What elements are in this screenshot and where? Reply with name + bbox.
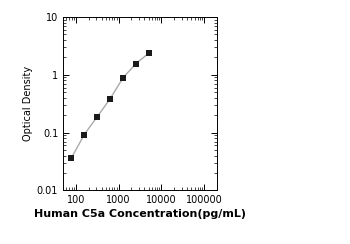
X-axis label: Human C5a Concentration(pg/mL): Human C5a Concentration(pg/mL) [34, 209, 246, 219]
Point [146, 51, 151, 55]
Point [133, 62, 139, 66]
Point [107, 97, 113, 101]
Point [69, 156, 74, 160]
Point [120, 76, 126, 80]
Point [94, 115, 100, 119]
Y-axis label: Optical Density: Optical Density [23, 66, 33, 141]
Point [81, 133, 87, 137]
